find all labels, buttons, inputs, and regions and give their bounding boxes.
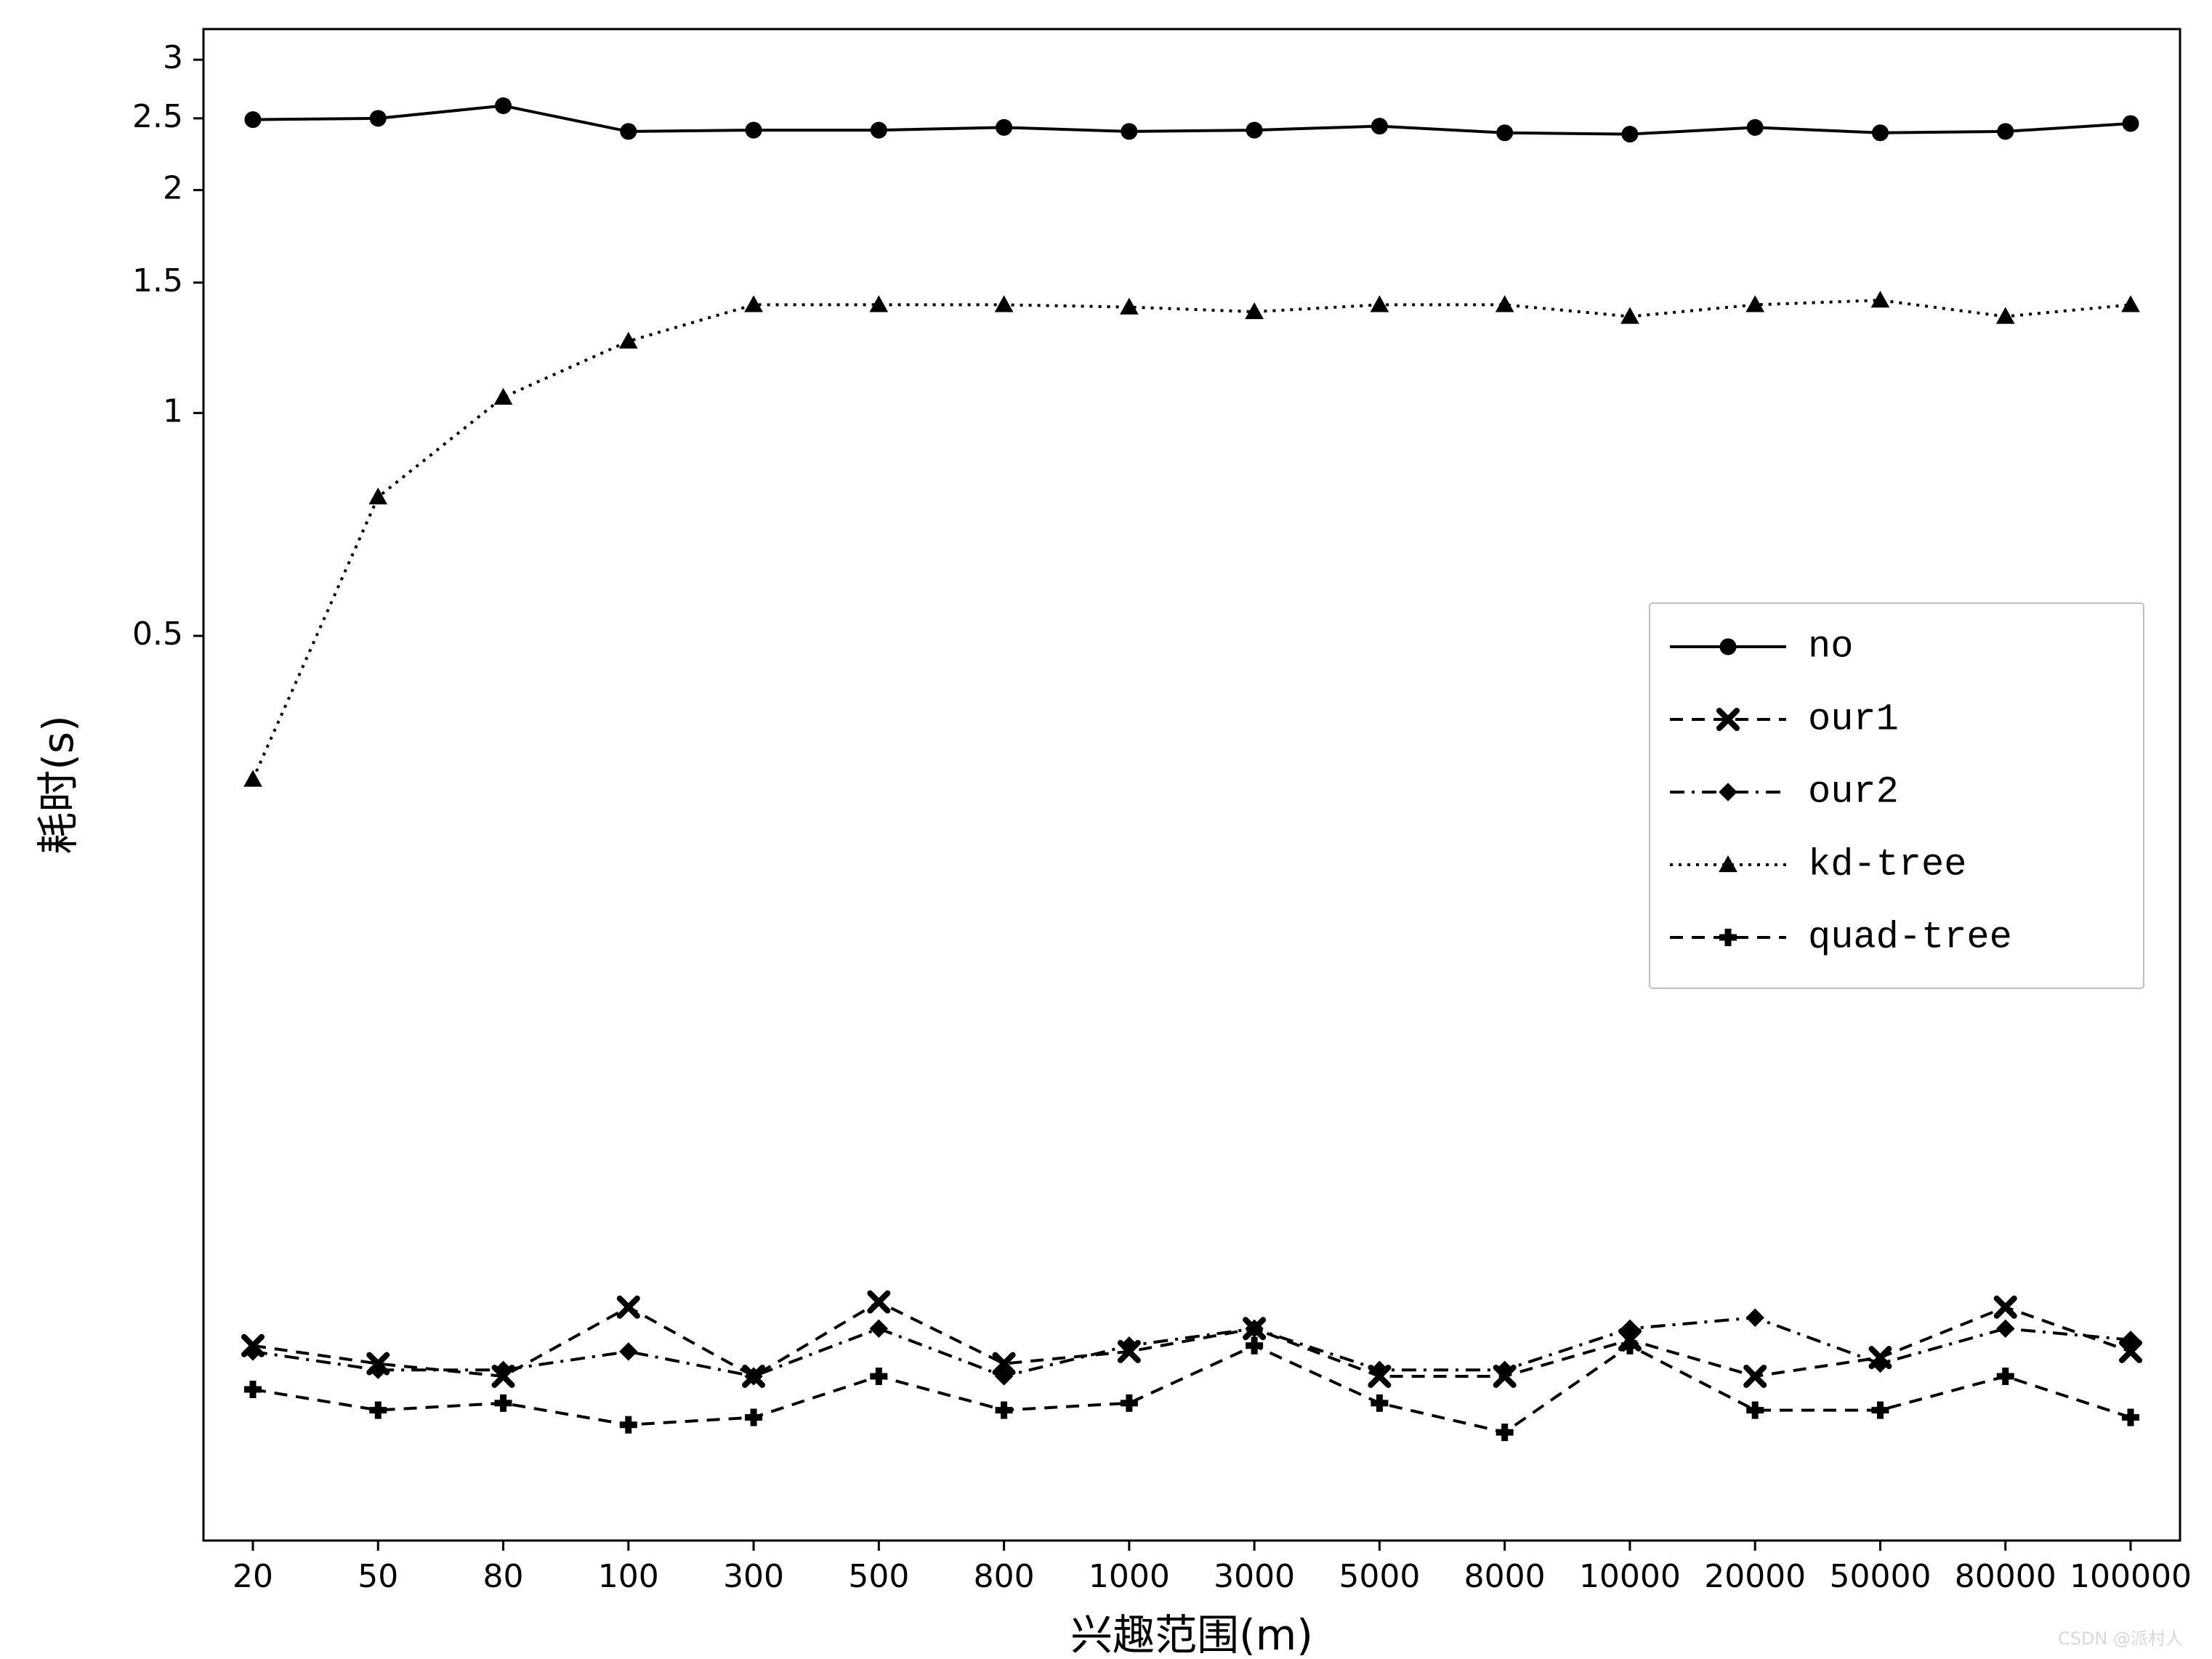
y-tick-label: 2.5 [132, 98, 183, 135]
x-tick-label: 1000 [1089, 1558, 1170, 1595]
legend-label: no [1808, 626, 1853, 669]
watermark: CSDN @派村人 [2058, 1628, 2183, 1649]
x-tick-label: 50 [358, 1558, 398, 1595]
x-tick-label: 50000 [1829, 1558, 1931, 1595]
y-axis-label: 耗时(s) [33, 715, 83, 854]
x-tick-label: 500 [848, 1558, 909, 1595]
legend-label: kd-tree [1808, 844, 1966, 887]
x-tick-label: 80000 [1955, 1558, 2056, 1595]
x-tick-label: 100000 [2070, 1558, 2192, 1595]
x-tick-label: 5000 [1339, 1558, 1420, 1595]
x-tick-label: 800 [974, 1558, 1035, 1595]
y-tick-label: 3 [163, 39, 183, 76]
y-tick-label: 2 [163, 170, 183, 207]
x-tick-label: 8000 [1464, 1558, 1546, 1595]
x-tick-label: 80 [483, 1558, 524, 1595]
x-tick-label: 100 [598, 1558, 659, 1595]
x-tick-label: 3000 [1214, 1558, 1295, 1595]
y-tick-label: 1 [163, 392, 183, 429]
x-tick-label: 300 [723, 1558, 784, 1595]
legend: no our1 our2 kd-tree quad-tree [1650, 603, 2144, 988]
y-tick-label: 0.5 [132, 615, 183, 653]
x-tick-label: 10000 [1579, 1558, 1681, 1595]
legend-label: quad-tree [1808, 916, 2012, 959]
legend-label: our1 [1808, 698, 1899, 741]
chart-container: 0.5 1 1.5 2 2.5 3 20 50 80 100 300 500 800 1000 3000 50… [0, 0, 2212, 1659]
x-axis-label: 兴趣范围(m) [1070, 1610, 1313, 1659]
legend-label: our2 [1808, 771, 1899, 814]
chart-svg: 0.5 1 1.5 2 2.5 3 20 50 80 100 300 500 800 1000 3000 50… [0, 0, 2212, 1659]
x-tick-label: 20000 [1704, 1558, 1806, 1595]
x-tick-label: 20 [233, 1558, 273, 1595]
y-tick-label: 1.5 [132, 262, 183, 299]
